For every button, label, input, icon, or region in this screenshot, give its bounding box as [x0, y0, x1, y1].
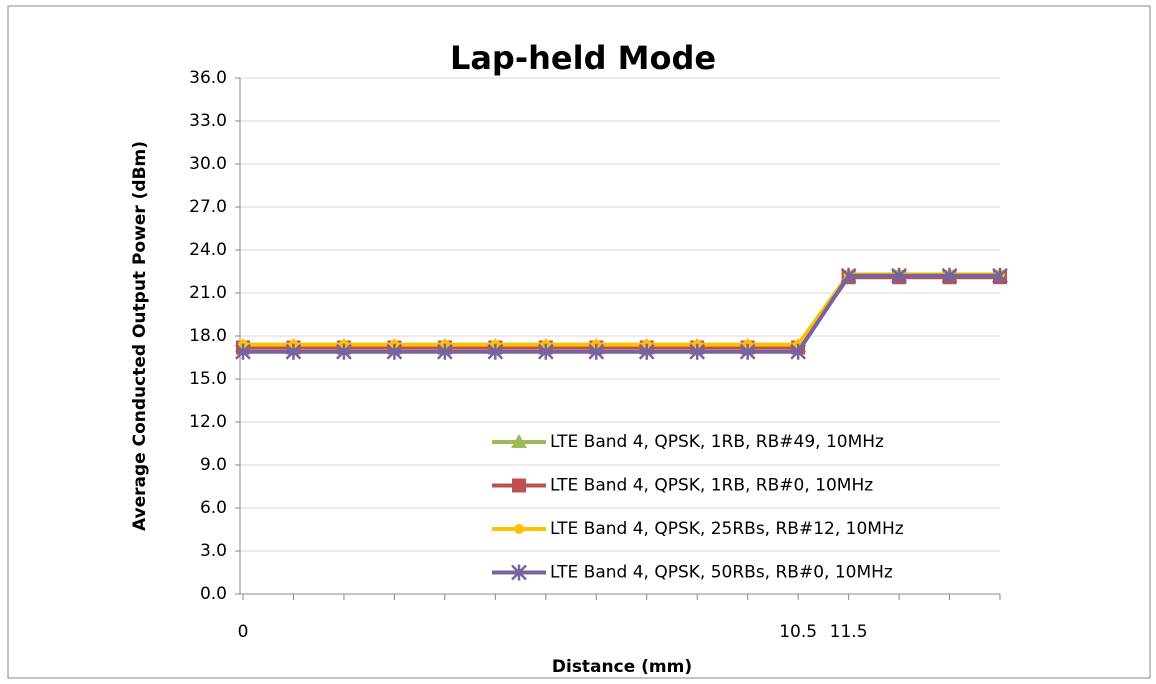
- y-tick-label: 12.0: [189, 412, 227, 432]
- point: [487, 343, 504, 360]
- point: [891, 267, 907, 284]
- y-tick-label: 27.0: [189, 197, 227, 217]
- y-tick-label: 6.0: [200, 498, 227, 518]
- point: [941, 267, 958, 284]
- point: [638, 343, 655, 360]
- point: [336, 343, 352, 360]
- chart-border: [7, 5, 1151, 679]
- legend-label: LTE Band 4, QPSK, 25RBs, RB#12, 10MHz: [550, 519, 904, 539]
- point: [739, 343, 756, 360]
- y-tick-label: 36.0: [189, 68, 227, 88]
- legend-label: LTE Band 4, QPSK, 50RBs, RB#0, 10MHz: [550, 563, 893, 583]
- x-tick-label: 0: [238, 622, 249, 642]
- legend-marker: [512, 478, 526, 493]
- legend-label: LTE Band 4, QPSK, 1RB, RB#49, 10MHz: [550, 432, 884, 452]
- point: [689, 343, 706, 360]
- legend-marker: [511, 434, 527, 448]
- y-tick-label: 0.0: [200, 584, 227, 604]
- point: [588, 343, 605, 360]
- point: [537, 343, 554, 360]
- y-tick-label: 30.0: [189, 154, 227, 174]
- point: [386, 343, 403, 360]
- y-tick-label: 3.0: [200, 541, 227, 561]
- x-tick-label: 10.5: [779, 622, 817, 642]
- legend-marker: [514, 524, 524, 534]
- chart-title: Lap-held Mode: [450, 39, 716, 77]
- point: [235, 343, 251, 360]
- y-tick-label: 21.0: [189, 283, 227, 303]
- legend-label: LTE Band 4, QPSK, 1RB, RB#0, 10MHz: [550, 476, 873, 496]
- legend-marker: [511, 564, 527, 581]
- y-tick-label: 9.0: [200, 455, 227, 475]
- series-line: [243, 273, 1000, 354]
- y-tick-label: 15.0: [189, 369, 227, 389]
- y-axis-label: Average Conducted Output Power (dBm): [130, 141, 150, 531]
- y-tick-label: 33.0: [189, 111, 227, 131]
- point: [285, 343, 302, 360]
- point: [436, 343, 453, 360]
- x-axis-label: Distance (mm): [552, 657, 692, 677]
- point: [992, 267, 1008, 284]
- y-tick-label: 18.0: [189, 326, 227, 346]
- point: [790, 343, 807, 360]
- x-tick-label: 11.5: [830, 622, 868, 642]
- y-tick-label: 24.0: [189, 240, 227, 260]
- point: [840, 267, 857, 284]
